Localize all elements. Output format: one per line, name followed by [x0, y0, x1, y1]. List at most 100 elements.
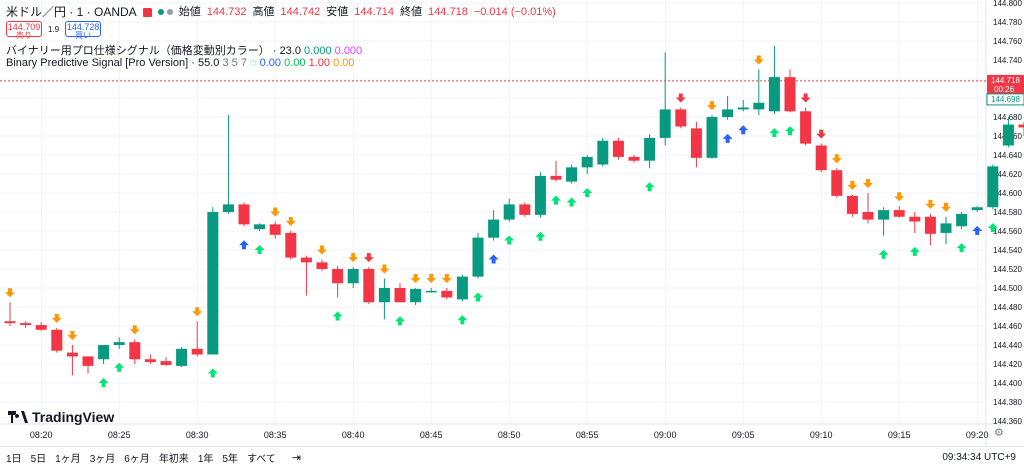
- candle-body: [785, 77, 796, 111]
- candle-body: [925, 217, 936, 234]
- range-button-2[interactable]: 1ヶ月: [55, 450, 81, 465]
- goto-date-icon[interactable]: ⇥: [292, 451, 301, 464]
- range-button-1[interactable]: 5日: [31, 450, 47, 465]
- signal-arrow-up-icon: [738, 125, 748, 134]
- candle-body: [816, 146, 827, 171]
- close-value: 144.718: [428, 5, 468, 19]
- range-button-3[interactable]: 3ヶ月: [90, 450, 116, 465]
- tradingview-logo[interactable]: TradingView: [8, 409, 114, 425]
- y-tick-label: 144.740: [993, 56, 1022, 65]
- y-tick-label: 144.560: [993, 227, 1022, 236]
- candle-body: [535, 176, 546, 215]
- candle-body: [566, 167, 577, 181]
- candle-body: [956, 214, 967, 226]
- signal-arrow-down-icon: [801, 94, 811, 103]
- y-tick-label: 144.460: [993, 322, 1022, 331]
- candle-body: [488, 220, 499, 238]
- candle-body: [473, 238, 484, 277]
- signal-arrow-up-icon: [567, 198, 577, 207]
- signal-arrow-up-icon: [910, 247, 920, 256]
- y-tick-label: 144.420: [993, 360, 1022, 369]
- candle-body: [332, 269, 343, 283]
- candle-body: [987, 166, 998, 207]
- signal-arrow-up-icon: [957, 243, 967, 252]
- candle-body: [410, 289, 421, 302]
- candle-body: [457, 277, 468, 300]
- candle-body: [551, 176, 562, 180]
- flag-icon: [143, 8, 152, 17]
- range-button-0[interactable]: 1日: [6, 450, 22, 465]
- indicator-2-name: Binary Predictive Signal [Pro Version]: [6, 57, 188, 69]
- indicator-row-2[interactable]: Binary Predictive Signal [Pro Version] ·…: [6, 57, 354, 69]
- x-tick-label: 09:05: [732, 430, 755, 440]
- signal-arrow-down-icon: [317, 246, 327, 255]
- x-tick-label: 08:45: [420, 430, 443, 440]
- candle-body: [223, 204, 234, 212]
- candle-body: [660, 109, 671, 137]
- signal-arrow-down-icon: [863, 179, 873, 188]
- candle-body: [98, 345, 109, 359]
- signal-arrow-down-icon: [832, 154, 842, 163]
- candle-body: [426, 291, 437, 293]
- signal-arrow-down-icon: [676, 94, 686, 103]
- signal-arrow-down-icon: [941, 203, 951, 212]
- candle-body: [161, 361, 172, 365]
- candle-body: [863, 212, 874, 220]
- signal-arrow-up-icon: [879, 250, 889, 259]
- signal-arrow-down-icon: [426, 274, 436, 283]
- x-tick-label: 08:40: [342, 430, 365, 440]
- signal-arrow-down-icon: [411, 274, 421, 283]
- y-tick-label: 144.380: [993, 398, 1022, 407]
- clock[interactable]: 09:34:34 UTC+9: [942, 452, 1016, 463]
- candle-body: [972, 207, 983, 210]
- settings-gear-icon[interactable]: ⚙: [994, 426, 1004, 439]
- candle-body: [207, 212, 218, 355]
- candle-body: [51, 330, 62, 351]
- candle-body: [1019, 125, 1024, 128]
- range-button-7[interactable]: 5年: [222, 450, 238, 465]
- candle-body: [441, 291, 452, 298]
- indicator-2-params: 3 5 7: [222, 57, 246, 69]
- candle-body: [83, 356, 94, 366]
- symbol-title[interactable]: 米ドル／円 · 1 · OANDA: [6, 5, 137, 19]
- signal-arrow-up-icon: [473, 293, 483, 302]
- secondary-price-tag-text: 144.698: [991, 95, 1020, 104]
- indicator-2-val-d: 0.00: [333, 57, 354, 69]
- candle-body: [753, 103, 764, 110]
- candle-body: [270, 224, 281, 234]
- candle-body: [582, 157, 593, 167]
- signal-arrow-up-icon: [395, 316, 405, 325]
- range-button-6[interactable]: 1年: [198, 450, 214, 465]
- current-price-tag-text: 144.718: [991, 76, 1020, 85]
- range-button-8[interactable]: すべて: [247, 450, 276, 465]
- indicator-2-val-a: 0.00: [260, 57, 281, 69]
- signal-arrow-down-icon: [270, 208, 280, 217]
- range-button-5[interactable]: 年初来: [159, 450, 189, 465]
- candle-body: [363, 269, 374, 302]
- y-tick-label: 144.360: [993, 417, 1022, 426]
- candle-body: [831, 170, 842, 196]
- candle-body: [894, 210, 905, 217]
- candle-body: [691, 128, 702, 157]
- range-button-4[interactable]: 6ヶ月: [124, 450, 150, 465]
- loading-icon: ◌: [250, 57, 257, 69]
- y-tick-label: 144.780: [993, 18, 1022, 27]
- indicator-row-1[interactable]: バイナリー用プロ仕様シグナル（価格変動別カラー） · 23.0 0.000 0.…: [6, 42, 362, 58]
- buy-label: 買い: [66, 32, 100, 40]
- candle-body: [722, 109, 733, 117]
- candle-body: [192, 349, 203, 355]
- signal-arrow-down-icon: [925, 200, 935, 209]
- y-tick-label: 144.440: [993, 341, 1022, 350]
- low-value: 144.714: [354, 5, 394, 19]
- signal-arrow-up-icon: [99, 378, 109, 387]
- signal-arrow-down-icon: [754, 56, 764, 65]
- signal-arrow-down-icon: [67, 331, 77, 340]
- candle-body: [629, 157, 640, 161]
- candle-body: [395, 288, 406, 302]
- y-tick-label: 144.800: [993, 0, 1022, 8]
- candle-body: [878, 210, 889, 220]
